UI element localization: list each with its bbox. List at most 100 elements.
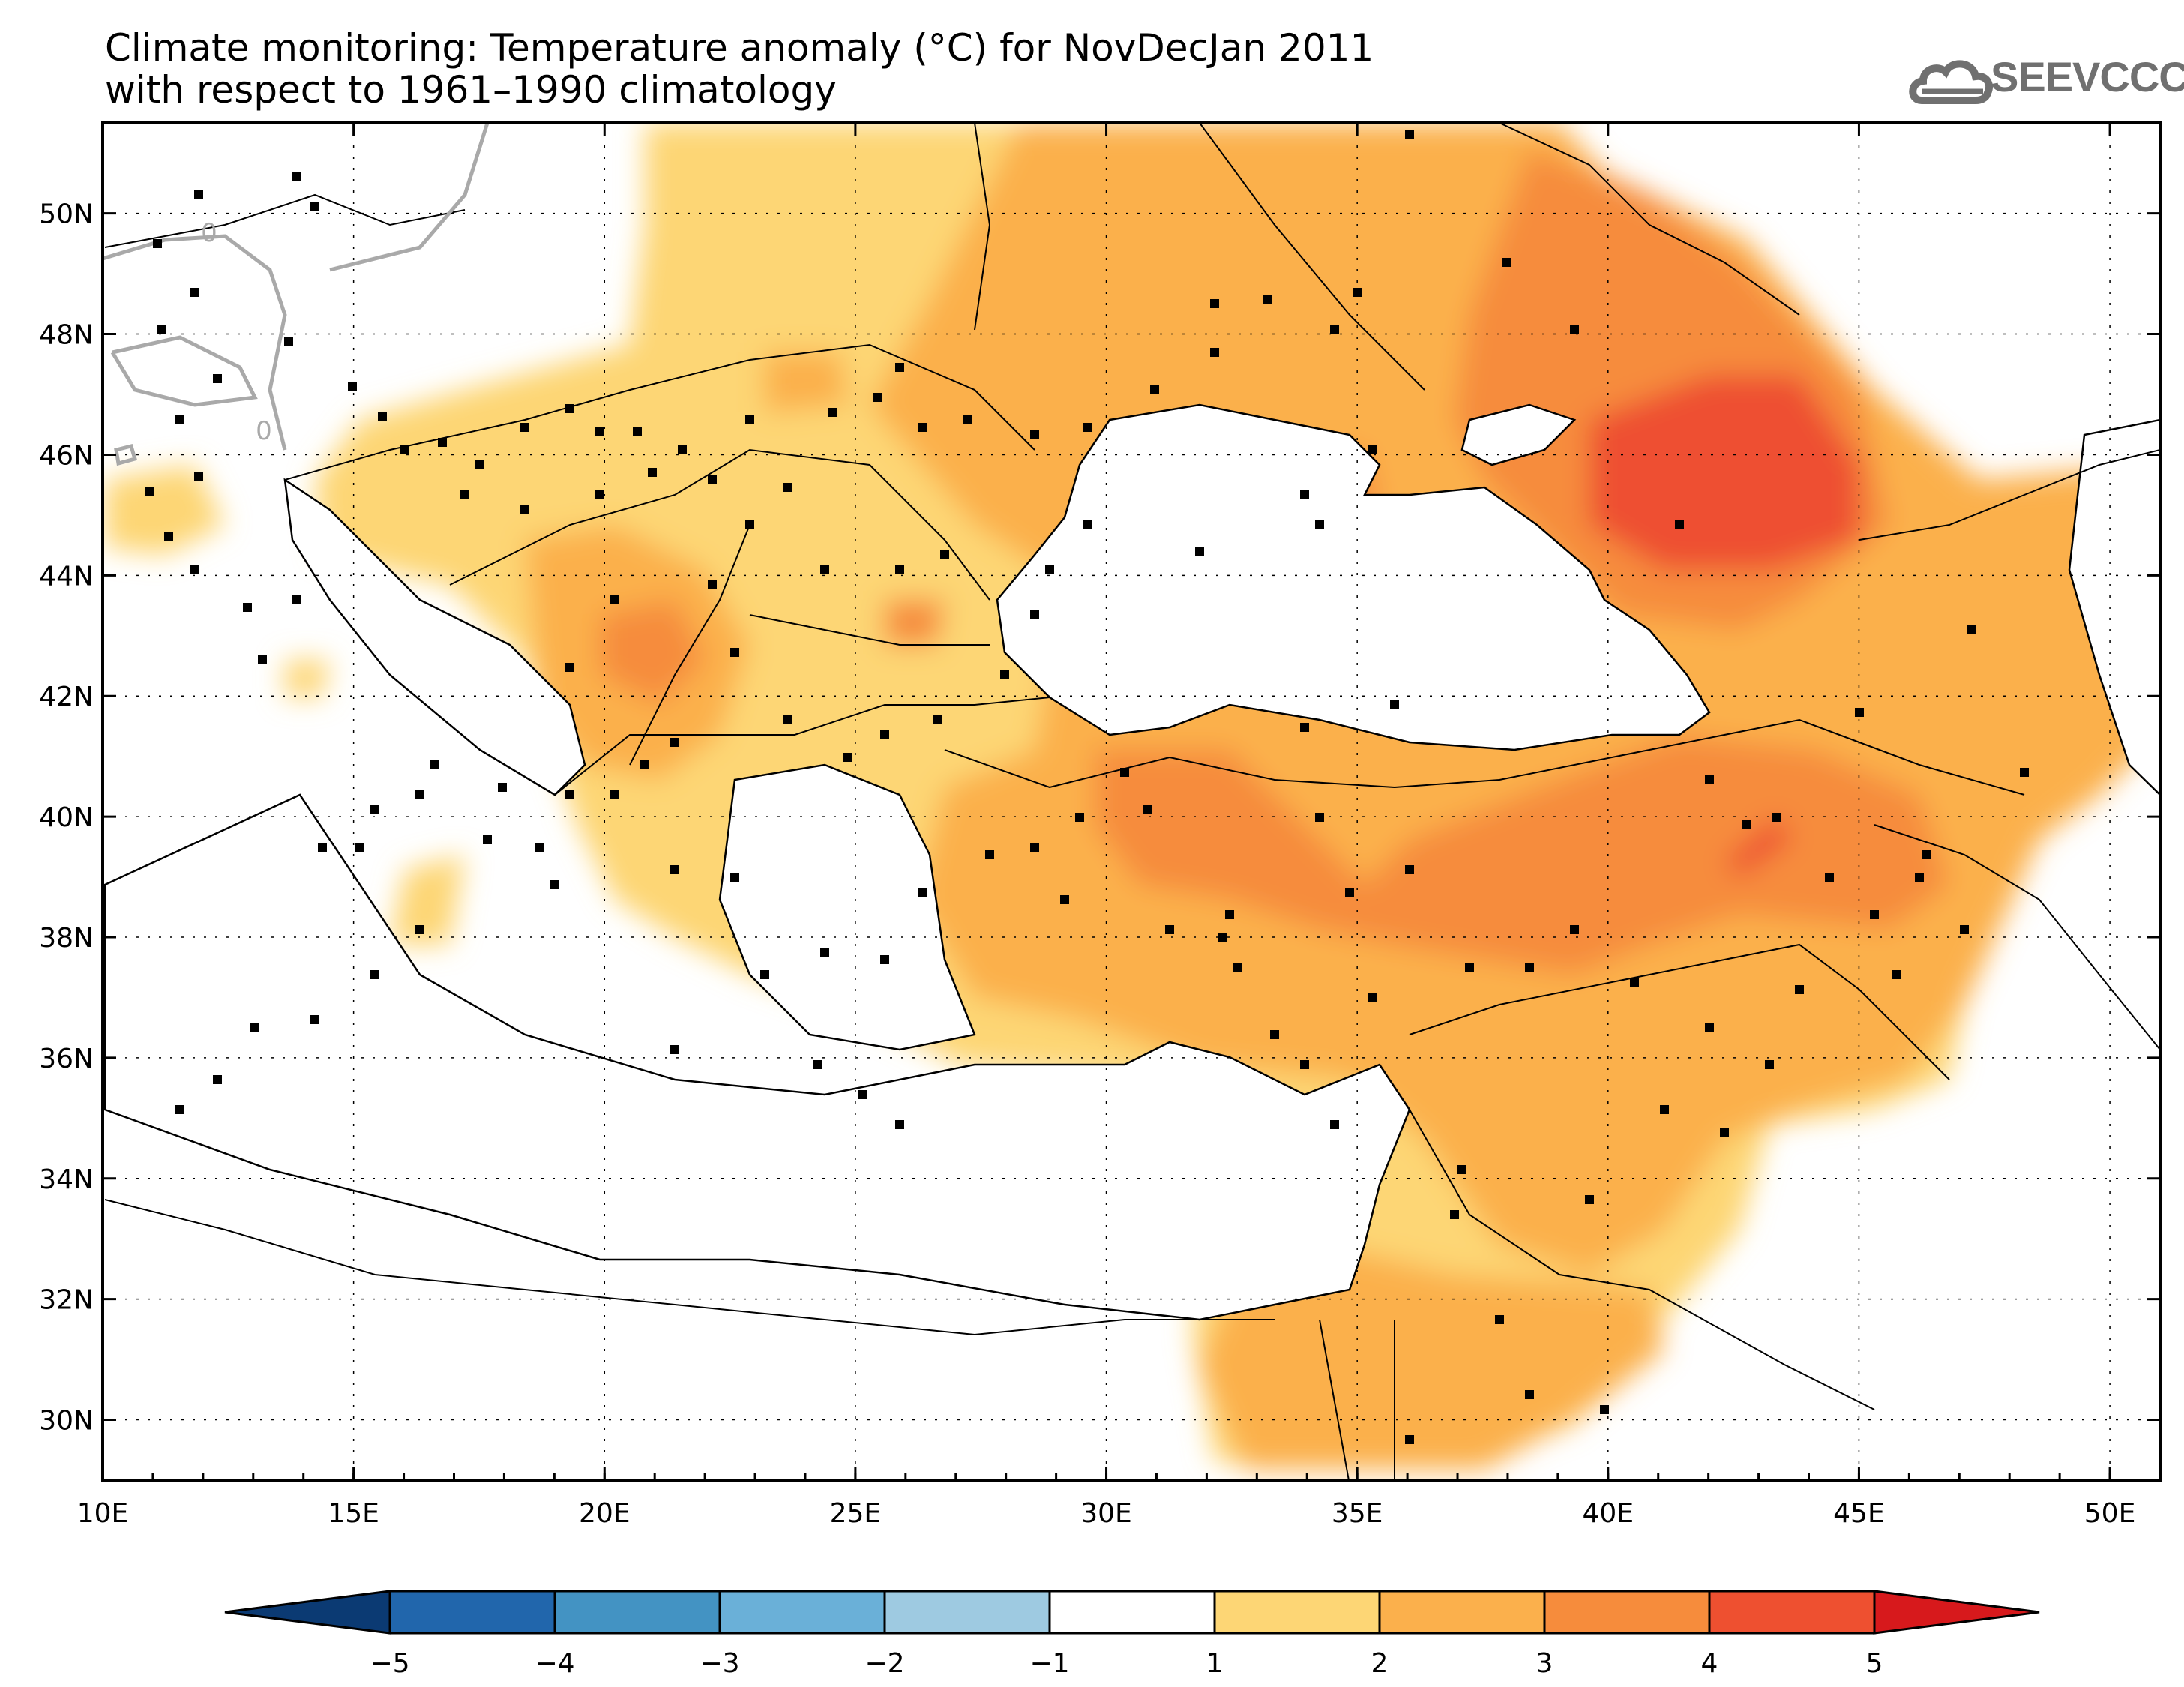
station-marker <box>1870 910 1879 919</box>
colorbar-segment <box>1378 1590 1546 1635</box>
station-marker <box>1345 888 1354 897</box>
station-marker <box>1405 1435 1414 1444</box>
colorbar-label: 2 <box>1371 1648 1389 1679</box>
station-marker <box>258 655 267 664</box>
station-marker <box>190 565 199 574</box>
station-marker <box>243 603 252 612</box>
station-marker <box>157 325 166 334</box>
colorbar-label: −5 <box>370 1648 409 1679</box>
zero-contour <box>103 123 490 466</box>
zero-contour-label: 0 <box>256 416 272 446</box>
colorbar-segment <box>388 1590 556 1635</box>
station-marker <box>760 970 769 979</box>
station-marker <box>1502 258 1511 267</box>
zero-contour-label: 0 <box>201 218 217 248</box>
station-marker <box>1083 520 1092 529</box>
station-marker <box>1450 1210 1459 1219</box>
colorbar-segment <box>1213 1590 1381 1635</box>
station-marker <box>1233 963 1242 972</box>
station-marker <box>1892 970 1901 979</box>
colorbar-segment <box>1708 1590 1876 1635</box>
station-marker <box>475 460 484 469</box>
station-marker <box>1030 610 1039 619</box>
anomaly-region-1-2 <box>105 465 225 555</box>
logo-text: SEEVCCC <box>1991 53 2184 100</box>
station-marker <box>1060 895 1069 904</box>
station-marker <box>520 505 529 514</box>
station-marker <box>1315 813 1324 822</box>
station-marker <box>1263 295 1272 304</box>
station-marker <box>565 790 574 799</box>
adriatic-sea <box>283 478 586 796</box>
station-marker <box>175 415 184 424</box>
station-marker <box>880 955 889 964</box>
station-markers: 00 <box>145 130 2029 1444</box>
station-marker <box>1405 130 1414 139</box>
lat-tick-label: 30N <box>39 1406 94 1437</box>
anomaly-region-4-5 <box>1724 817 1792 877</box>
anomaly-region-3-4 <box>1095 735 1949 975</box>
lon-tick-label: 50E <box>2084 1498 2136 1529</box>
axis-ticks <box>101 123 2162 1480</box>
cloud-icon <box>1909 60 1993 104</box>
station-marker <box>1457 1165 1466 1174</box>
colorbar <box>224 1590 2040 1635</box>
station-marker <box>1368 993 1377 1002</box>
sea-of-azov <box>1460 403 1577 466</box>
lat-tick-label: 48N <box>39 320 94 351</box>
station-marker <box>1218 933 1227 942</box>
sea-mask <box>103 403 2160 1321</box>
station-marker <box>348 382 357 391</box>
station-marker <box>670 738 679 747</box>
lon-tick-label: 10E <box>77 1498 129 1529</box>
station-marker <box>460 490 469 499</box>
station-marker <box>1225 910 1234 919</box>
station-marker <box>843 753 852 762</box>
lon-tick-label: 25E <box>830 1498 882 1529</box>
station-marker <box>783 715 792 724</box>
station-marker <box>745 520 754 529</box>
colorbar-label: −4 <box>535 1648 574 1679</box>
station-marker <box>940 550 949 559</box>
station-marker <box>895 1120 904 1129</box>
station-marker <box>813 1060 822 1069</box>
station-marker <box>918 888 927 897</box>
station-marker <box>1922 850 1931 859</box>
station-marker <box>1915 873 1924 882</box>
station-marker <box>438 438 447 447</box>
station-marker <box>1525 1390 1534 1399</box>
station-marker <box>250 1023 259 1032</box>
station-marker <box>213 1075 222 1084</box>
station-marker <box>565 404 574 413</box>
station-marker <box>708 580 717 589</box>
station-marker <box>1083 423 1092 432</box>
station-marker <box>1765 1060 1774 1069</box>
colorbar-label: 3 <box>1536 1648 1553 1679</box>
station-marker <box>1967 625 1976 634</box>
station-marker <box>483 835 492 844</box>
anomaly-region-2-3 <box>765 352 847 412</box>
lon-tick-label: 45E <box>1833 1498 1885 1529</box>
station-marker <box>190 288 199 297</box>
station-marker <box>610 595 619 604</box>
station-marker <box>985 850 994 859</box>
colorbar-segment <box>1543 1590 1711 1635</box>
station-marker <box>670 865 679 874</box>
colorbar-arrow-low <box>224 1590 391 1635</box>
title-line-2: with respect to 1961–1990 climatology <box>105 68 837 112</box>
station-marker <box>678 445 687 454</box>
station-marker <box>1720 1128 1729 1137</box>
station-marker <box>145 487 154 496</box>
station-marker <box>730 873 739 882</box>
lon-tick-label: 40E <box>1583 1498 1634 1529</box>
station-marker <box>1075 813 1084 822</box>
station-marker <box>873 393 882 402</box>
station-marker <box>378 412 387 421</box>
station-marker <box>1030 843 1039 852</box>
station-marker <box>1150 385 1159 394</box>
lat-tick-label: 40N <box>39 802 94 833</box>
anomaly-region-1-2 <box>390 855 465 945</box>
station-marker <box>1165 925 1174 934</box>
station-marker <box>1795 985 1804 994</box>
